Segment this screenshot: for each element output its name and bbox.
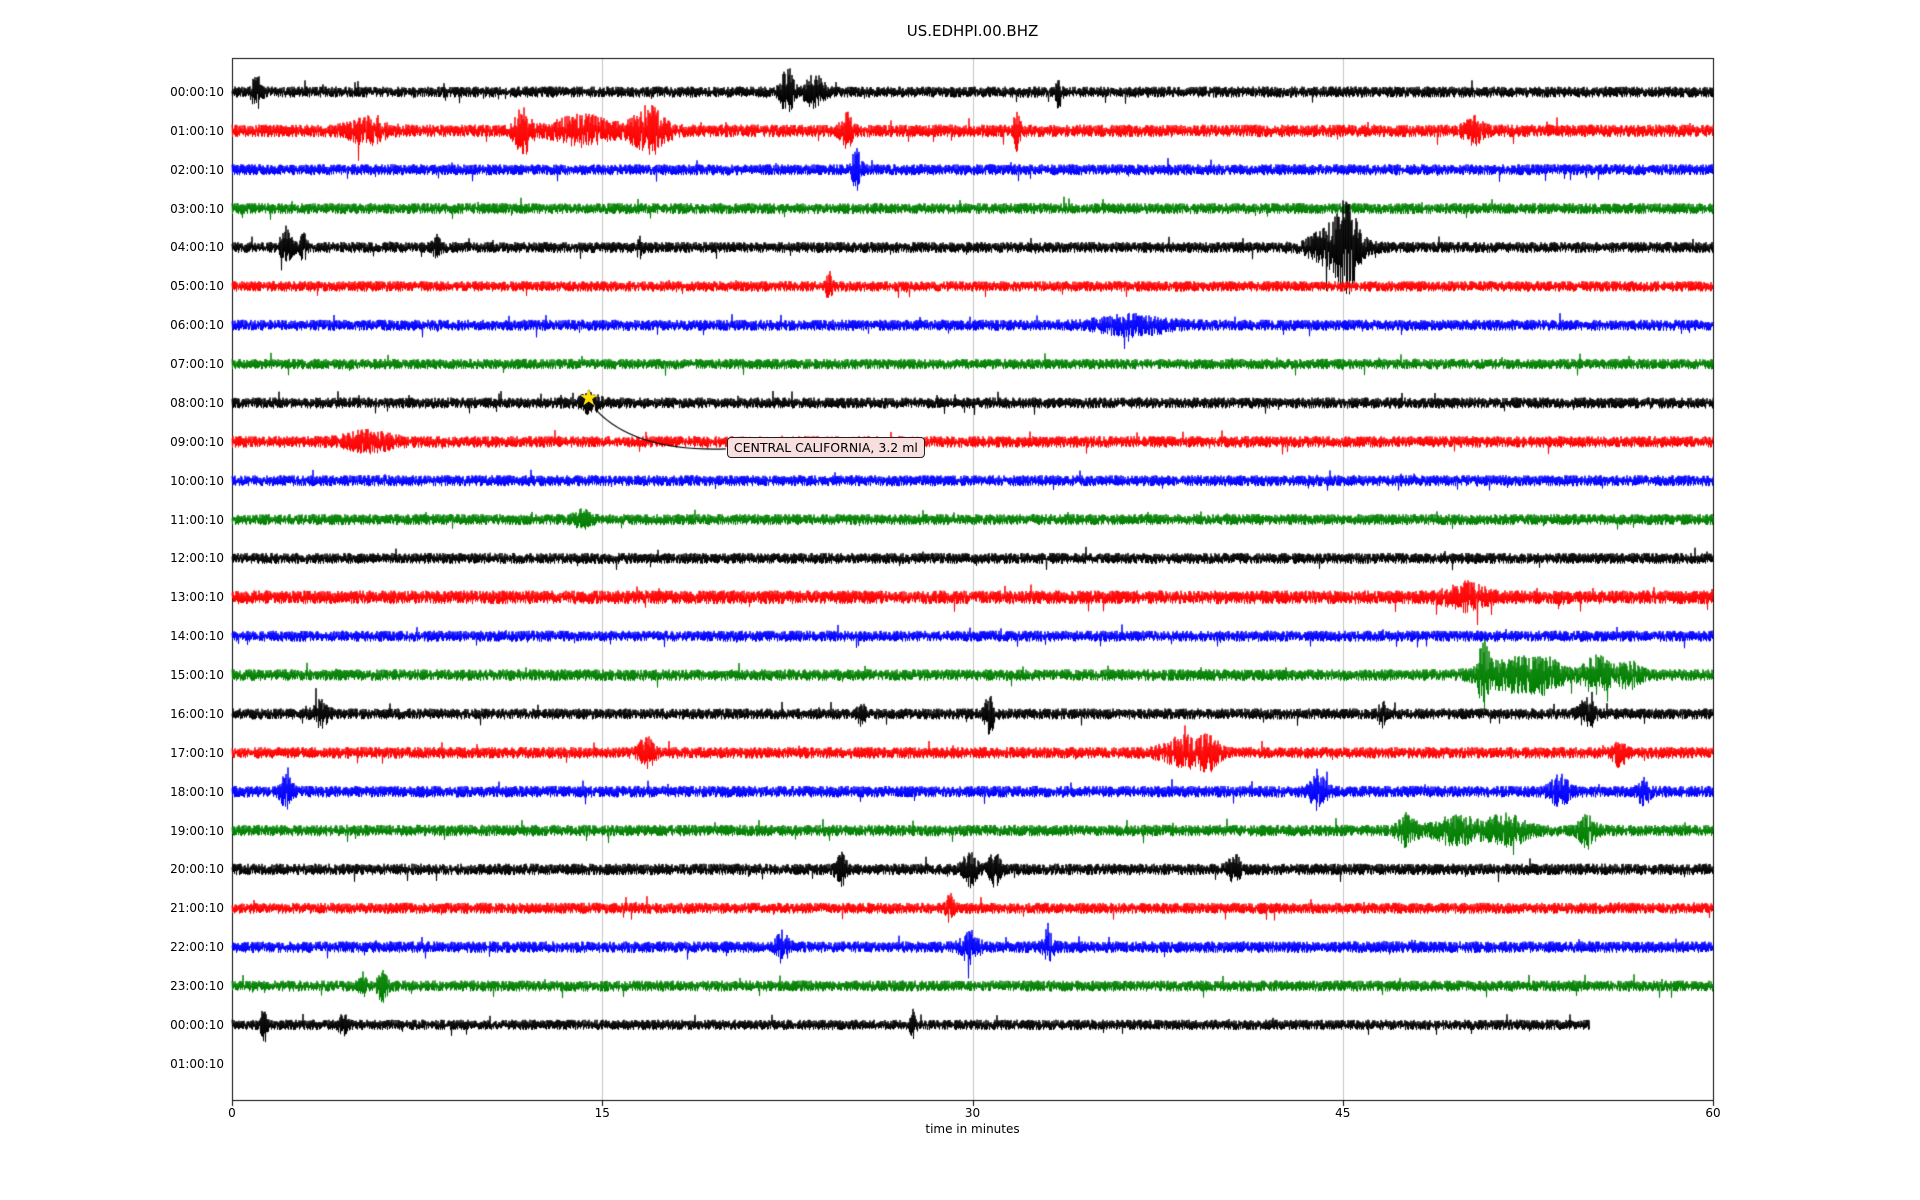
event-annotation-label: CENTRAL CALIFORNIA, 3.2 ml	[726, 436, 925, 458]
y-axis-label: 23:00:10	[170, 979, 224, 993]
x-axis-title: time in minutes	[925, 1122, 1020, 1136]
y-axis-label: 03:00:10	[170, 201, 224, 216]
y-axis-label: 06:00:10	[170, 318, 224, 333]
y-axis-label: 12:00:10	[170, 551, 224, 566]
event-star-marker-icon: ★	[578, 385, 599, 411]
y-axis-label: 07:00:10	[170, 357, 224, 372]
y-axis-label: 16:00:10	[170, 706, 224, 721]
y-axis-label: 22:00:10	[170, 940, 224, 955]
y-axis-label: 10:00:10	[170, 473, 224, 488]
y-axis-label: 04:00:10	[170, 240, 224, 255]
y-axis-label: 17:00:10	[170, 745, 224, 760]
x-axis-tick-label: 45	[1335, 1106, 1351, 1120]
y-axis-label: 00:00:10	[170, 1017, 224, 1032]
x-axis-tick-label: 0	[228, 1106, 236, 1120]
y-axis-label: 08:00:10	[170, 395, 224, 410]
y-axis-label: 01:00:10	[170, 123, 224, 138]
y-axis-label: 11:00:10	[170, 512, 224, 527]
y-axis-label: 09:00:10	[170, 434, 224, 449]
x-axis-tick-label: 15	[594, 1106, 610, 1120]
y-axis-label: 00:00:10	[170, 85, 224, 99]
y-axis-label: 15:00:10	[170, 668, 224, 683]
y-axis-label: 20:00:10	[170, 862, 224, 877]
x-axis-tick-label: 30	[964, 1106, 981, 1120]
y-axis-label: 01:00:10	[170, 1056, 224, 1071]
plot-title: US.EDHPI.00.BHZ	[906, 22, 1039, 40]
x-axis-tick-label: 60	[1705, 1106, 1721, 1120]
y-axis-label: 19:00:10	[170, 823, 224, 838]
y-axis-label: 18:00:10	[170, 784, 224, 799]
y-axis-label: 05:00:10	[170, 279, 224, 294]
y-axis-label: 02:00:10	[170, 162, 224, 177]
y-axis-label: 21:00:10	[170, 901, 224, 916]
y-axis-label: 13:00:10	[170, 590, 224, 605]
y-axis-label: 14:00:10	[170, 629, 224, 644]
